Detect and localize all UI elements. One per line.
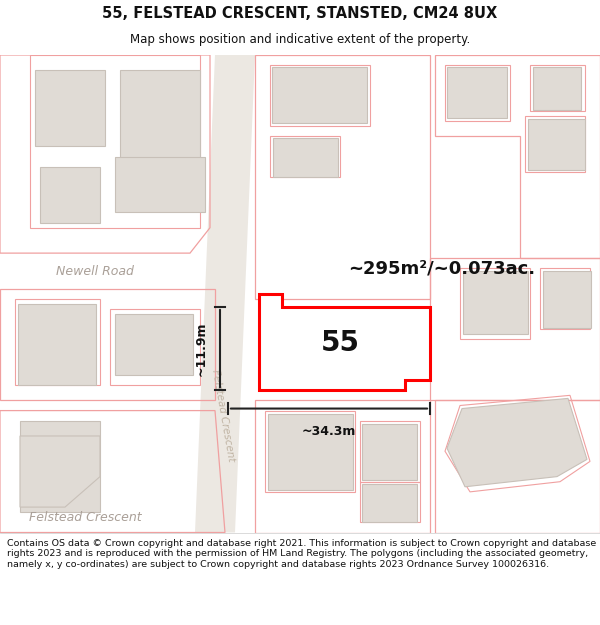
Bar — [273, 138, 338, 177]
Bar — [540, 268, 590, 329]
Bar — [447, 68, 507, 118]
Bar — [265, 411, 355, 492]
Polygon shape — [20, 436, 100, 507]
Bar — [115, 157, 205, 212]
Text: Felstead Crescent: Felstead Crescent — [210, 369, 236, 462]
Bar — [15, 299, 100, 385]
Bar — [543, 271, 591, 328]
Text: ~34.3m: ~34.3m — [302, 425, 356, 438]
Bar — [268, 414, 353, 490]
Bar — [362, 424, 417, 479]
Bar — [530, 65, 585, 111]
Text: Felstead Crescent: Felstead Crescent — [29, 511, 142, 524]
Polygon shape — [447, 398, 587, 487]
Bar — [115, 314, 193, 375]
Text: 55, FELSTEAD CRESCENT, STANSTED, CM24 8UX: 55, FELSTEAD CRESCENT, STANSTED, CM24 8U… — [103, 6, 497, 21]
Bar — [362, 484, 417, 522]
Bar — [110, 309, 200, 385]
Bar — [270, 136, 340, 177]
Bar — [460, 268, 530, 339]
Bar — [528, 119, 585, 170]
Polygon shape — [195, 55, 255, 532]
Bar — [272, 68, 367, 123]
Bar — [120, 70, 200, 162]
Text: Newell Road: Newell Road — [56, 265, 134, 278]
Bar — [270, 65, 370, 126]
Text: 55: 55 — [320, 329, 359, 356]
Text: Map shows position and indicative extent of the property.: Map shows position and indicative extent… — [130, 33, 470, 46]
Bar — [20, 421, 100, 512]
Text: Contains OS data © Crown copyright and database right 2021. This information is : Contains OS data © Crown copyright and d… — [7, 539, 596, 569]
Bar — [533, 68, 581, 110]
Bar — [463, 271, 528, 334]
Bar — [35, 70, 105, 146]
Bar — [360, 482, 420, 522]
Bar — [40, 167, 100, 222]
Bar — [360, 421, 420, 482]
Bar — [18, 304, 96, 385]
Text: ~295m²/~0.073ac.: ~295m²/~0.073ac. — [348, 259, 535, 278]
Bar — [525, 116, 585, 172]
Text: ~11.9m: ~11.9m — [195, 321, 208, 376]
Bar — [445, 65, 510, 121]
Polygon shape — [259, 294, 430, 390]
